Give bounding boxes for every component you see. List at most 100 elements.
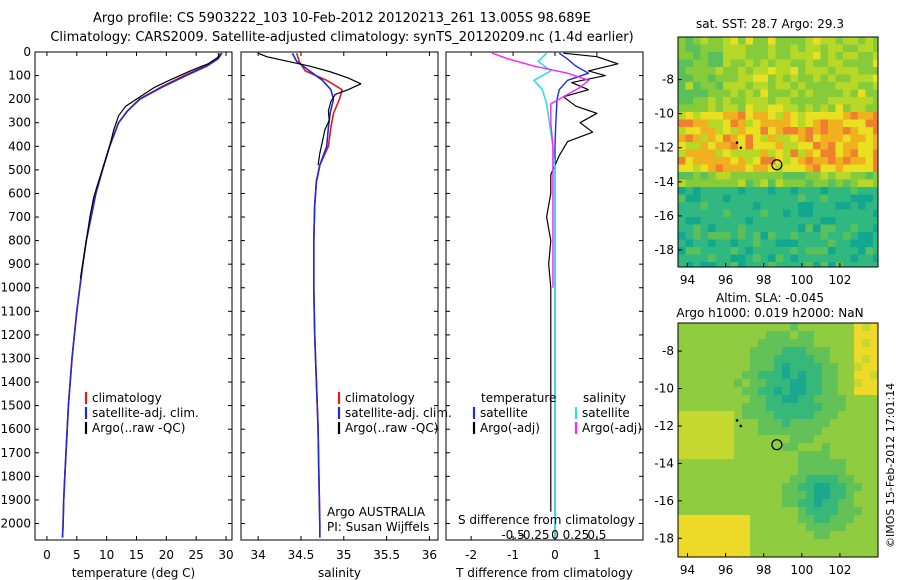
heatmap-cell <box>766 491 774 499</box>
heatmap-cell <box>750 467 758 475</box>
heatmap-cell <box>790 555 798 557</box>
heatmap-cell <box>734 387 742 395</box>
heatmap-cell <box>686 459 694 467</box>
heatmap-cell <box>838 379 846 387</box>
heatmap-cell <box>843 89 851 97</box>
heatmap-cell <box>782 387 790 395</box>
heatmap-cell <box>742 531 750 539</box>
heatmap-cell <box>685 217 693 225</box>
heatmap-cell <box>715 104 723 112</box>
heatmap-cell <box>850 142 858 150</box>
heatmap-cell <box>830 435 838 443</box>
heatmap-cell <box>708 44 716 52</box>
argo-position-marker <box>771 159 783 171</box>
heatmap-cell <box>828 157 836 165</box>
heatmap-cell <box>814 499 822 507</box>
heatmap-cell <box>805 44 813 52</box>
heatmap-cell <box>685 82 693 90</box>
heatmap-cell <box>806 539 814 547</box>
heatmap-cell <box>820 67 828 75</box>
heatmap-cell <box>715 254 723 262</box>
heatmap-cell <box>742 379 750 387</box>
heatmap-cell <box>782 555 790 557</box>
heatmap-cell <box>678 419 686 427</box>
heatmap-cell <box>760 44 768 52</box>
heatmap-cell <box>745 187 753 195</box>
heatmap-cell <box>753 74 761 82</box>
x-tick-label: -1 <box>507 548 519 562</box>
heatmap-cell <box>753 149 761 157</box>
heatmap-cell <box>798 323 806 331</box>
heatmap-cell <box>822 475 830 483</box>
heatmap-cell <box>814 395 822 403</box>
heatmap-cell <box>870 331 878 339</box>
heatmap-cell <box>873 119 878 127</box>
heatmap-cell <box>678 323 686 331</box>
heatmap-cell <box>742 371 750 379</box>
heatmap-cell <box>822 363 830 371</box>
heatmap-cell <box>858 97 866 105</box>
heatmap-cell <box>693 104 701 112</box>
heatmap-cell <box>850 52 858 60</box>
heatmap-cell <box>710 459 718 467</box>
heatmap-cell <box>702 387 710 395</box>
heatmap-cell <box>710 419 718 427</box>
heatmap-cell <box>678 499 686 507</box>
heatmap-cell <box>843 224 851 232</box>
x-tick-label: 30 <box>218 548 233 562</box>
heatmap-cell <box>774 451 782 459</box>
heatmap-cell <box>768 104 776 112</box>
heatmap-cell <box>873 74 878 82</box>
heatmap-cell <box>718 531 726 539</box>
heatmap-cell <box>693 89 701 97</box>
heatmap-cell <box>820 254 828 262</box>
heatmap-cell <box>760 89 768 97</box>
heatmap-cell <box>870 483 878 491</box>
plot-frame <box>34 51 233 541</box>
heatmap-cell <box>710 499 718 507</box>
heatmap-cell <box>838 491 846 499</box>
heatmap-cell <box>694 355 702 363</box>
heatmap-cell <box>870 427 878 435</box>
heatmap-cell <box>715 232 723 240</box>
heatmap-cell <box>835 112 843 120</box>
heatmap-cell <box>708 74 716 82</box>
heatmap-cell <box>846 419 854 427</box>
heatmap-cell <box>678 247 686 255</box>
heatmap-cell <box>870 387 878 395</box>
heatmap-cell <box>775 209 783 217</box>
heatmap-cell <box>814 507 822 515</box>
heatmap-cell <box>870 459 878 467</box>
heatmap-cell <box>723 232 731 240</box>
heatmap-cell <box>865 67 873 75</box>
heatmap-cell <box>710 491 718 499</box>
heatmap-cell <box>820 127 828 135</box>
heatmap-cell <box>774 555 782 557</box>
heatmap-cell <box>678 435 686 443</box>
heatmap-cell <box>745 97 753 105</box>
heatmap-cell <box>843 187 851 195</box>
heatmap-cell <box>685 119 693 127</box>
y-tick-label: 700 <box>8 210 31 224</box>
heatmap-cell <box>726 443 734 451</box>
heatmap-cell <box>723 82 731 90</box>
heatmap-cell <box>726 411 734 419</box>
heatmap-cell <box>758 507 766 515</box>
heatmap-cell <box>835 262 843 267</box>
heatmap-cell <box>678 539 686 547</box>
heatmap-cell <box>760 37 768 45</box>
heatmap-cell <box>753 194 761 202</box>
map-x-tick-label: 102 <box>828 273 851 287</box>
heatmap-cell <box>745 254 753 262</box>
heatmap-cell <box>806 443 814 451</box>
heatmap-cell <box>865 97 873 105</box>
heatmap-cell <box>693 142 701 150</box>
heatmap-cell <box>750 555 758 557</box>
heatmap-cell <box>865 179 873 187</box>
heatmap-cell <box>873 239 878 247</box>
heatmap-cell <box>738 239 746 247</box>
heatmap-cell <box>783 112 791 120</box>
heatmap-cell <box>862 499 870 507</box>
heatmap-cell <box>750 491 758 499</box>
